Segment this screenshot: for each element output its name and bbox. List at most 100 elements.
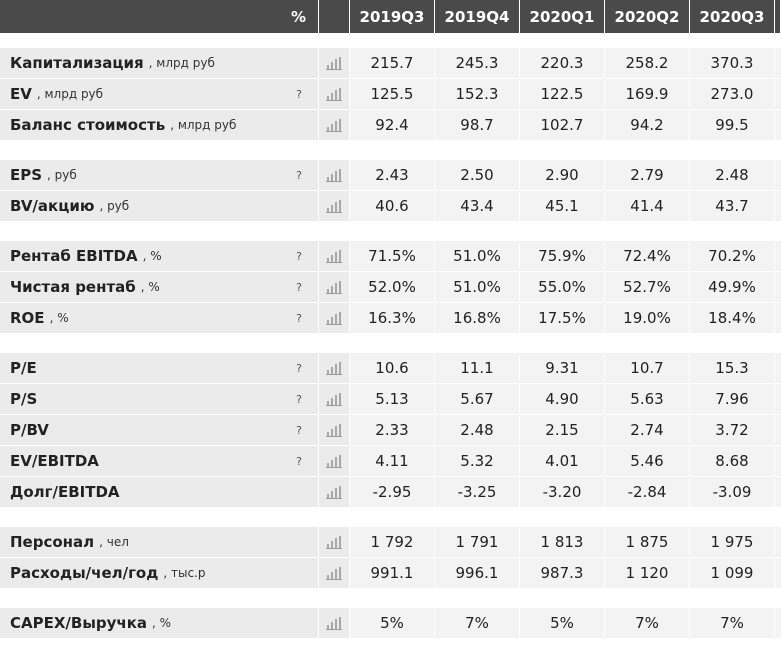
value-cell: 370.3 (690, 48, 775, 79)
metric-name[interactable]: P/S (10, 390, 38, 408)
value-cell: -2.95 (350, 477, 435, 508)
period-header: 2020Q1 (520, 0, 605, 34)
bar-chart-icon[interactable] (326, 361, 342, 375)
table-row: EV , млрд руб? 125.5 152.3 122.5 169.9 273.0 (0, 79, 781, 110)
value-cell: 98.7 (435, 110, 520, 141)
bar-chart-icon[interactable] (326, 423, 342, 437)
value-cell: 19.0% (605, 303, 690, 334)
value-cell: 7.96 (690, 384, 775, 415)
metric-name[interactable]: BV/акцию (10, 197, 95, 215)
metric-label-cell: Расходы/чел/год , тыс.р (0, 558, 319, 589)
metric-label-cell: Капитализация , млрд руб (0, 48, 319, 79)
value-cell: 43.7 (690, 191, 775, 222)
row-overflow (775, 384, 781, 415)
help-icon[interactable]: ? (296, 454, 302, 468)
metric-name[interactable]: ROE (10, 309, 45, 327)
table-row: Чистая рентаб , %? 52.0% 51.0% 55.0% 52.7% 49.… (0, 272, 781, 303)
value-cell: 4.11 (350, 446, 435, 477)
metric-name[interactable]: EV (10, 85, 32, 103)
bar-chart-icon[interactable] (326, 199, 342, 213)
chart-cell (319, 303, 350, 334)
metric-name[interactable]: Расходы/чел/год (10, 564, 159, 582)
value-cell: 1 813 (520, 527, 605, 558)
row-overflow (775, 477, 781, 508)
help-icon[interactable]: ? (296, 392, 302, 406)
help-icon[interactable]: ? (296, 280, 302, 294)
help-icon[interactable]: ? (296, 168, 302, 182)
value-cell: 273.0 (690, 79, 775, 110)
value-cell: 4.90 (520, 384, 605, 415)
metric-name[interactable]: CAPEX/Выручка (10, 614, 148, 632)
bar-chart-icon[interactable] (326, 535, 342, 549)
bar-chart-icon[interactable] (326, 485, 342, 499)
metric-name[interactable]: P/BV (10, 421, 49, 439)
value-cell: -3.25 (435, 477, 520, 508)
bar-chart-icon[interactable] (326, 87, 342, 101)
group-spacer (0, 334, 781, 353)
value-cell: 43.4 (435, 191, 520, 222)
metric-name[interactable]: Долг/EBITDA (10, 483, 120, 501)
bar-chart-icon[interactable] (326, 56, 342, 70)
value-cell: 10.7 (605, 353, 690, 384)
value-cell: 1 099 (690, 558, 775, 589)
chart-cell (319, 48, 350, 79)
metric-label-cell: ROE , %? (0, 303, 319, 334)
value-cell: 16.3% (350, 303, 435, 334)
metric-unit: , чел (99, 535, 129, 549)
metric-unit: , руб (47, 168, 77, 182)
value-cell: 7% (435, 608, 520, 639)
metric-unit: , % (152, 616, 172, 630)
value-cell: 2.43 (350, 160, 435, 191)
bar-chart-icon[interactable] (326, 392, 342, 406)
value-cell: 996.1 (435, 558, 520, 589)
table-row: P/S? 5.13 5.67 4.90 5.63 7.96 (0, 384, 781, 415)
value-cell: 17.5% (520, 303, 605, 334)
help-icon[interactable]: ? (296, 311, 302, 325)
value-cell: 55.0% (520, 272, 605, 303)
help-icon[interactable]: ? (296, 423, 302, 437)
metric-name[interactable]: Чистая рентаб (10, 278, 136, 296)
metric-name[interactable]: EPS (10, 166, 43, 184)
value-cell: 70.2% (690, 241, 775, 272)
bar-chart-icon[interactable] (326, 280, 342, 294)
value-cell: 2.15 (520, 415, 605, 446)
chart-cell (319, 558, 350, 589)
metric-unit: , млрд руб (148, 56, 215, 70)
bar-chart-icon[interactable] (326, 566, 342, 580)
row-overflow (775, 303, 781, 334)
metric-name[interactable]: Баланс стоимость (10, 116, 166, 134)
bar-chart-icon[interactable] (326, 311, 342, 325)
table-row: ROE , %? 16.3% 16.8% 17.5% 19.0% 18.4% (0, 303, 781, 334)
table-row: EV/EBITDA? 4.11 5.32 4.01 5.46 8.68 (0, 446, 781, 477)
metric-name[interactable]: Капитализация (10, 54, 144, 72)
metric-label-cell: BV/акцию , руб (0, 191, 319, 222)
bar-chart-icon[interactable] (326, 168, 342, 182)
value-cell: 169.9 (605, 79, 690, 110)
value-cell: 51.0% (435, 272, 520, 303)
help-icon[interactable]: ? (296, 87, 302, 101)
row-overflow (775, 415, 781, 446)
value-cell: 2.48 (435, 415, 520, 446)
value-cell: 94.2 (605, 110, 690, 141)
chart-cell (319, 446, 350, 477)
metric-unit: , тыс.р (163, 566, 206, 580)
group-spacer (0, 34, 781, 48)
metric-name[interactable]: Рентаб EBITDA (10, 247, 138, 265)
metric-name[interactable]: P/E (10, 359, 37, 377)
value-cell: 215.7 (350, 48, 435, 79)
value-cell: 5.63 (605, 384, 690, 415)
row-overflow (775, 353, 781, 384)
metric-label-cell: Долг/EBITDA (0, 477, 319, 508)
value-cell: 9.31 (520, 353, 605, 384)
help-icon[interactable]: ? (296, 361, 302, 375)
metric-name[interactable]: Персонал (10, 533, 95, 551)
metric-name[interactable]: EV/EBITDA (10, 452, 99, 470)
help-icon[interactable]: ? (296, 249, 302, 263)
row-overflow (775, 527, 781, 558)
bar-chart-icon[interactable] (326, 454, 342, 468)
table-row: EPS , руб? 2.43 2.50 2.90 2.79 2.48 (0, 160, 781, 191)
bar-chart-icon[interactable] (326, 249, 342, 263)
bar-chart-icon[interactable] (326, 616, 342, 630)
bar-chart-icon[interactable] (326, 118, 342, 132)
value-cell: 11.1 (435, 353, 520, 384)
